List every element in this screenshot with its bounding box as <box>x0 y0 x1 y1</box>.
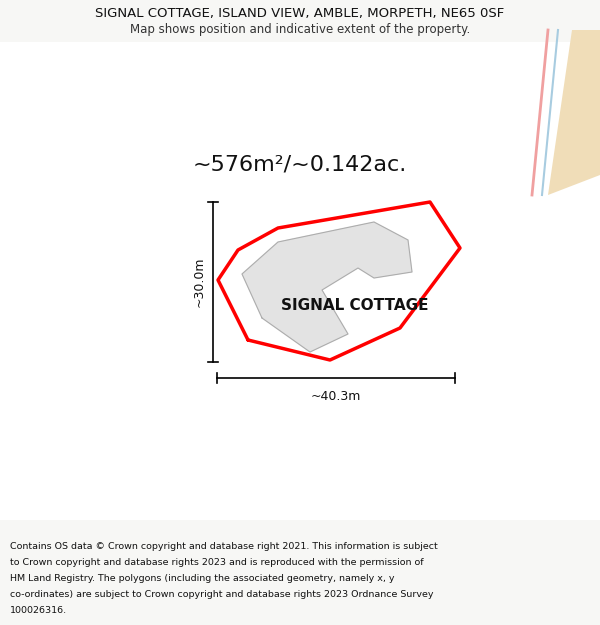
Bar <box>0 42 600 520</box>
Text: 100026316.: 100026316. <box>10 606 67 615</box>
Text: SIGNAL COTTAGE: SIGNAL COTTAGE <box>281 298 429 312</box>
Text: to Crown copyright and database rights 2023 and is reproduced with the permissio: to Crown copyright and database rights 2… <box>10 558 424 567</box>
Text: ~40.3m: ~40.3m <box>311 389 361 402</box>
Text: Map shows position and indicative extent of the property.: Map shows position and indicative extent… <box>130 24 470 36</box>
Text: Contains OS data © Crown copyright and database right 2021. This information is : Contains OS data © Crown copyright and d… <box>10 542 438 551</box>
Polygon shape <box>218 202 460 360</box>
Text: ~576m²/~0.142ac.: ~576m²/~0.142ac. <box>193 155 407 175</box>
Polygon shape <box>548 30 600 195</box>
Text: co-ordinates) are subject to Crown copyright and database rights 2023 Ordnance S: co-ordinates) are subject to Crown copyr… <box>10 590 433 599</box>
Polygon shape <box>242 222 412 352</box>
Text: SIGNAL COTTAGE, ISLAND VIEW, AMBLE, MORPETH, NE65 0SF: SIGNAL COTTAGE, ISLAND VIEW, AMBLE, MORP… <box>95 8 505 21</box>
Text: ~30.0m: ~30.0m <box>193 257 205 308</box>
Text: HM Land Registry. The polygons (including the associated geometry, namely x, y: HM Land Registry. The polygons (includin… <box>10 574 395 583</box>
